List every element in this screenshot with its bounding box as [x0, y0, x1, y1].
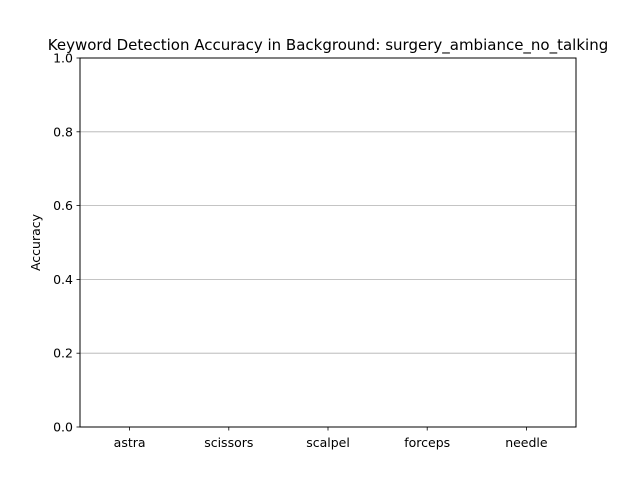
- y-axis: 0.0 0.2 0.4 0.6 0.8 1.0: [53, 51, 80, 435]
- x-tick-label: astra: [114, 435, 146, 450]
- y-tick-label: 0.4: [53, 272, 73, 287]
- x-tick-label: forceps: [404, 435, 450, 450]
- y-tick-label: 0.6: [53, 198, 73, 213]
- x-tick-label: needle: [505, 435, 548, 450]
- x-axis: astra scissors scalpel forceps needle: [114, 427, 548, 450]
- y-axis-label: Accuracy: [28, 213, 43, 271]
- y-tick-label: 0.0: [53, 420, 73, 435]
- x-tick-label: scissors: [204, 435, 253, 450]
- y-tick-label: 0.2: [53, 346, 73, 361]
- y-tick-label: 1.0: [53, 51, 73, 66]
- x-tick-label: scalpel: [306, 435, 350, 450]
- chart-title: Keyword Detection Accuracy in Background…: [48, 36, 608, 55]
- y-tick-label: 0.8: [53, 124, 73, 139]
